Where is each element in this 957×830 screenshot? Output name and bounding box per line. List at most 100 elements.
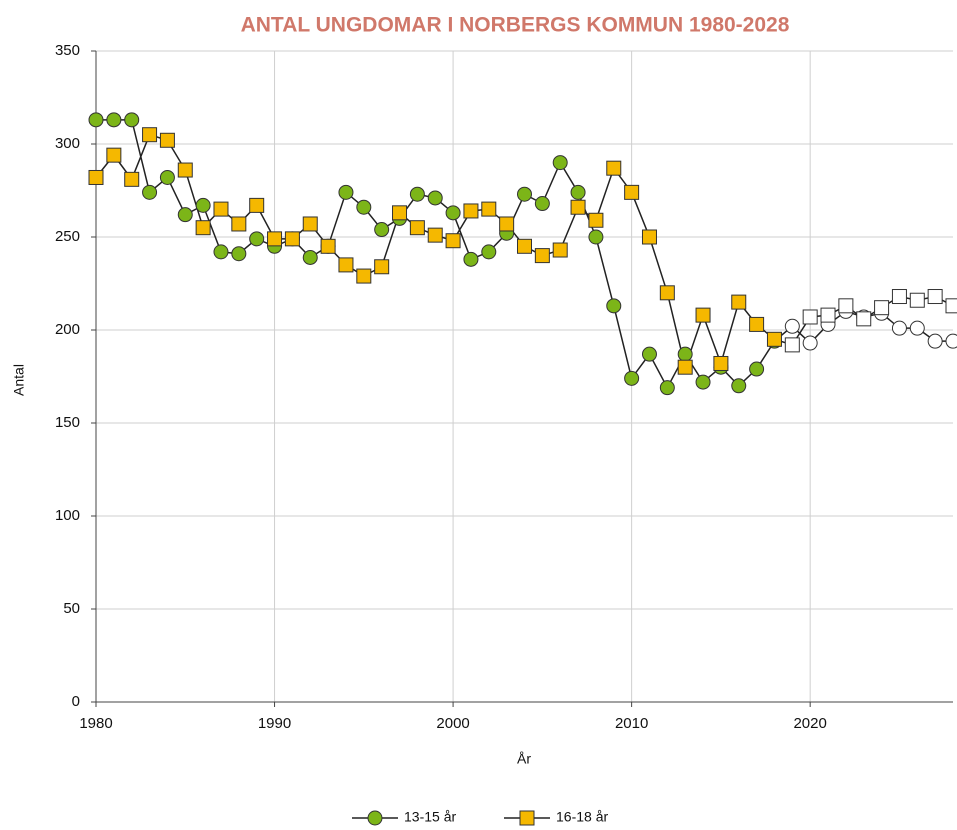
point <box>534 248 550 264</box>
legend-marker <box>367 810 383 826</box>
point <box>659 380 675 396</box>
point <box>695 307 711 323</box>
point <box>320 238 336 254</box>
point <box>856 311 872 327</box>
point <box>784 318 800 334</box>
point <box>802 335 818 351</box>
point <box>624 184 640 200</box>
point <box>427 190 443 206</box>
point <box>552 155 568 171</box>
point <box>891 289 907 305</box>
point <box>909 292 925 308</box>
point <box>177 207 193 223</box>
point <box>124 171 140 187</box>
x-tick-label: 2010 <box>615 715 648 732</box>
point <box>517 238 532 254</box>
point <box>784 337 800 353</box>
y-tick-label: 350 <box>55 42 80 59</box>
point <box>302 249 318 265</box>
point <box>838 298 854 314</box>
point <box>124 112 140 128</box>
point <box>820 307 836 323</box>
point <box>909 320 925 336</box>
point <box>356 268 372 284</box>
point <box>177 162 193 178</box>
point <box>338 257 354 273</box>
point <box>766 331 782 347</box>
point <box>249 197 265 213</box>
point <box>284 231 300 247</box>
legend-marker <box>519 810 535 826</box>
point <box>338 184 354 200</box>
point <box>874 300 890 316</box>
point <box>302 216 318 232</box>
point <box>231 216 247 232</box>
point <box>731 378 747 394</box>
point <box>927 289 943 305</box>
y-tick-label: 250 <box>55 228 80 245</box>
point <box>445 233 461 249</box>
y-tick-label: 300 <box>55 135 80 152</box>
point <box>749 361 765 377</box>
point <box>463 203 479 219</box>
point <box>606 160 622 176</box>
point <box>88 169 104 185</box>
point <box>588 212 604 228</box>
point <box>695 374 711 390</box>
point <box>659 285 675 301</box>
point <box>481 201 497 217</box>
point <box>927 333 943 349</box>
point <box>213 244 229 260</box>
point <box>159 169 175 185</box>
point <box>106 112 122 128</box>
point <box>463 251 479 267</box>
point <box>249 231 265 247</box>
point <box>517 186 532 202</box>
x-axis-label: År <box>517 751 531 767</box>
point <box>427 227 443 243</box>
point <box>195 220 211 236</box>
point <box>641 229 657 245</box>
point <box>641 346 657 362</box>
y-axis-label: Antal <box>11 364 27 396</box>
point <box>106 147 122 163</box>
point <box>677 359 693 375</box>
point <box>88 112 104 128</box>
x-tick-label: 1980 <box>79 715 112 732</box>
point <box>606 298 622 314</box>
point <box>409 186 425 202</box>
point <box>195 197 211 213</box>
legend-label: 16-18 år <box>556 809 608 825</box>
point <box>392 205 408 221</box>
point <box>499 216 515 232</box>
point <box>945 298 957 314</box>
point <box>945 333 957 349</box>
point <box>213 201 229 217</box>
point <box>749 316 765 332</box>
x-tick-label: 1990 <box>258 715 291 732</box>
y-tick-label: 100 <box>55 507 80 524</box>
point <box>374 259 390 275</box>
point <box>356 199 372 215</box>
point <box>481 244 497 260</box>
point <box>142 184 158 200</box>
point <box>891 320 907 336</box>
point <box>534 196 550 212</box>
point <box>802 309 818 325</box>
point <box>159 132 175 148</box>
point <box>588 229 604 245</box>
point <box>713 355 729 371</box>
legend-label: 13-15 år <box>404 809 456 825</box>
point <box>677 346 693 362</box>
y-tick-label: 0 <box>72 693 80 710</box>
point <box>231 246 247 262</box>
chart-title: ANTAL UNGDOMAR I NORBERGS KOMMUN 1980-20… <box>241 14 790 37</box>
point <box>570 199 586 215</box>
y-tick-label: 150 <box>55 414 80 431</box>
point <box>731 294 747 310</box>
x-tick-label: 2000 <box>436 715 469 732</box>
x-tick-label: 2020 <box>793 715 826 732</box>
point <box>445 205 461 221</box>
point <box>570 184 586 200</box>
